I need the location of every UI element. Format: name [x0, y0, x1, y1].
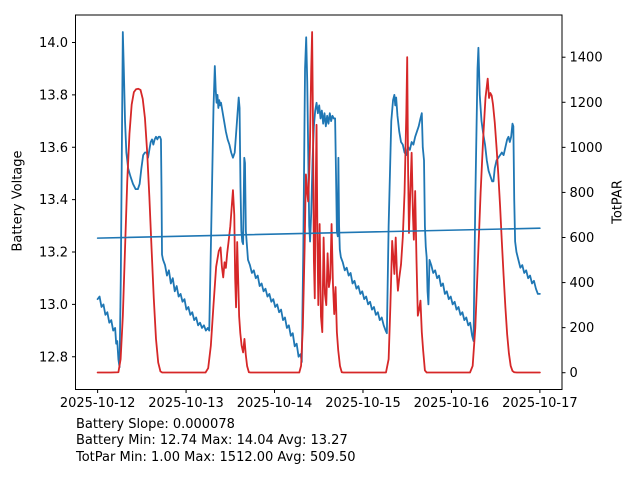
- x-tick-label: 2025-10-12: [60, 396, 136, 411]
- left-tick-label: 13.2: [39, 246, 68, 261]
- battery-trend-line: [96, 227, 541, 239]
- left-tick-label: 13.0: [39, 298, 68, 313]
- x-tick-label: 2025-10-14: [237, 396, 313, 411]
- stat-battery-slope: Battery Slope: 0.000078: [76, 417, 235, 432]
- x-tick-label: 2025-10-13: [148, 396, 224, 411]
- left-tick-label: 14.0: [39, 36, 68, 51]
- right-tick-label: 1400: [570, 51, 603, 66]
- x-tick-label: 2025-10-15: [325, 396, 401, 411]
- totpar-line: [96, 31, 541, 374]
- right-tick-label: 600: [570, 231, 595, 246]
- right-tick-label: 0: [570, 366, 578, 381]
- right-axis-label: TotPAR: [610, 180, 626, 224]
- right-tick-label: 1200: [570, 96, 603, 111]
- right-tick-label: 200: [570, 321, 595, 336]
- right-tick-label: 800: [570, 186, 595, 201]
- battery-voltage-line: [96, 31, 541, 369]
- left-tick-label: 12.8: [39, 350, 68, 365]
- left-axis-label: Battery Voltage: [10, 150, 26, 252]
- right-tick-label: 400: [570, 276, 595, 291]
- x-tick-label: 2025-10-16: [414, 396, 490, 411]
- left-tick-label: 13.8: [39, 88, 68, 103]
- left-tick-label: 13.4: [39, 193, 68, 208]
- plot-frame: [75, 14, 563, 390]
- stats-block: Battery Slope: 0.000078 Battery Min: 12.…: [76, 417, 356, 466]
- right-tick-label: 1000: [570, 141, 603, 156]
- left-tick-label: 13.6: [39, 141, 68, 156]
- x-tick-label: 2025-10-17: [502, 396, 578, 411]
- stat-totpar-minmax: TotPar Min: 1.00 Max: 1512.00 Avg: 509.5…: [76, 449, 356, 465]
- stat-battery-minmax: Battery Min: 12.74 Max: 14.04 Avg: 13.27: [76, 433, 348, 449]
